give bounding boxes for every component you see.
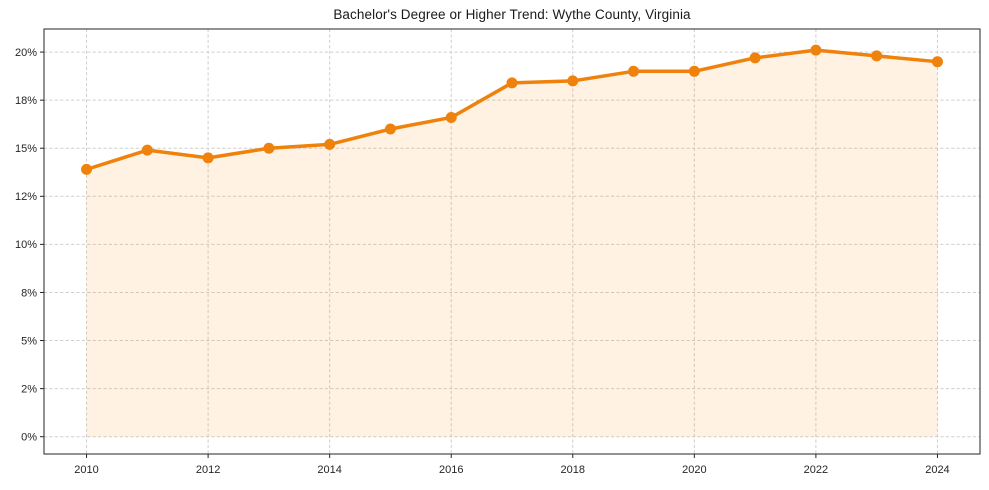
y-tick-label: 0% [21,431,37,443]
data-point-marker [931,56,943,68]
data-point-marker [202,152,214,164]
data-point-marker [263,142,275,154]
chart-title: Bachelor's Degree or Higher Trend: Wythe… [333,7,691,22]
x-tick-label: 2012 [196,464,220,476]
x-tick-label: 2020 [682,464,706,476]
axis-ticks [40,51,938,458]
data-point-marker [324,138,336,150]
data-point-marker [810,44,822,56]
y-tick-label: 20% [15,47,37,59]
data-point-marker [506,77,518,89]
x-tick-label: 2018 [561,464,585,476]
data-point-marker [445,111,457,123]
plot-border [43,28,981,455]
y-tick-label: 8% [21,287,37,299]
y-tick-label: 5% [21,335,37,347]
data-point-marker [567,75,579,87]
axis-tick-labels: 0% 2% 5% 8% 10% 12% 15% 18% 20% 2010 2012 2014 2016 2… [15,47,950,476]
data-point-marker [384,123,396,135]
data-point-marker [628,65,640,77]
data-point-marker [871,50,883,62]
y-tick-label: 18% [15,95,37,107]
x-tick-label: 2010 [74,464,98,476]
area-fill [86,50,938,437]
x-tick-label: 2024 [925,464,949,476]
data-point-marker [141,144,153,156]
y-tick-label: 12% [15,191,37,203]
y-tick-label: 2% [21,383,37,395]
x-tick-label: 2016 [439,464,463,476]
data-point-marker [81,163,93,175]
data-point-marker [688,65,700,77]
x-tick-label: 2014 [317,464,341,476]
y-tick-label: 15% [15,143,37,155]
x-tick-label: 2022 [804,464,828,476]
data-point-marker [749,52,761,64]
y-tick-label: 10% [15,239,37,251]
data-points [81,44,943,175]
